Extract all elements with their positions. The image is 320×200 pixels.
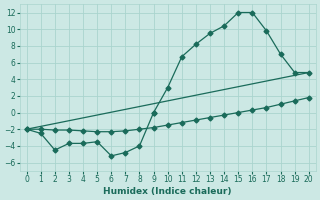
X-axis label: Humidex (Indice chaleur): Humidex (Indice chaleur) [103, 187, 232, 196]
